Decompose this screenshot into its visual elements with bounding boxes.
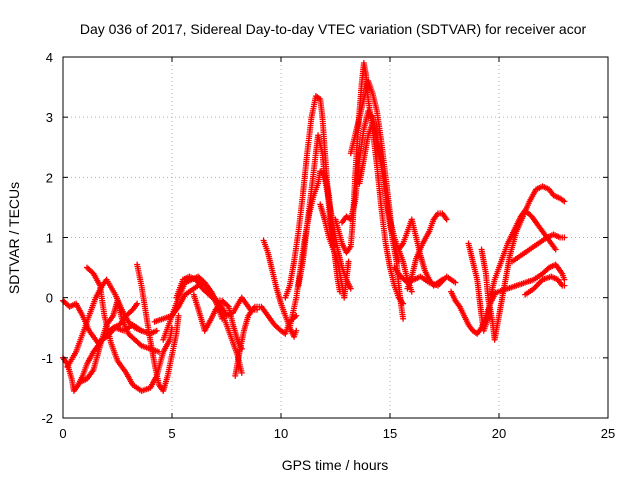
y-tick-label: -1 <box>41 351 53 366</box>
chart-title: Day 036 of 2017, Sidereal Day-to-day VTE… <box>80 21 587 37</box>
data-point <box>293 327 300 334</box>
satellite-track-15 <box>295 132 354 292</box>
data-point <box>238 369 245 376</box>
satellite-track-3 <box>64 276 145 370</box>
data-point <box>138 327 145 334</box>
data-point <box>561 276 568 283</box>
data-point <box>443 216 450 223</box>
y-tick-label: 0 <box>46 291 53 306</box>
satellite-track-23 <box>404 210 450 292</box>
satellite-track-29 <box>522 273 568 298</box>
satellite-track-11 <box>232 303 300 379</box>
y-tick-label: 3 <box>46 110 53 125</box>
data-point <box>137 341 144 348</box>
satellite-track-26 <box>478 183 568 343</box>
satellite-track-6 <box>134 261 182 394</box>
satellite-track-28 <box>509 231 568 265</box>
y-axis-label: SDTVAR / TECUs <box>6 182 22 294</box>
x-tick-label: 20 <box>492 426 506 441</box>
satellite-track-12 <box>260 237 300 340</box>
x-tick-label: 25 <box>601 426 615 441</box>
data-point <box>400 315 407 322</box>
satellite-track-18 <box>339 108 415 295</box>
data-point <box>293 312 300 319</box>
data-point <box>347 285 354 292</box>
y-tick-label: 2 <box>46 170 53 185</box>
satellite-track-20 <box>356 120 402 265</box>
data-point <box>175 312 182 319</box>
data-point <box>134 300 141 307</box>
satellite-track-27 <box>487 261 568 298</box>
x-axis-label: GPS time / hours <box>282 457 389 473</box>
x-tick-label: 15 <box>383 426 397 441</box>
data-point <box>452 279 459 286</box>
data-point <box>408 288 415 295</box>
data-point <box>345 258 352 265</box>
x-tick-label: 5 <box>168 426 175 441</box>
data-point <box>395 258 402 265</box>
data-point <box>153 327 160 334</box>
data-point <box>224 302 231 309</box>
data-point <box>561 282 568 289</box>
y-tick-label: 4 <box>46 50 53 65</box>
satellite-track-5 <box>83 264 175 394</box>
y-tick-label: -2 <box>41 411 53 426</box>
tick-layer: 0 5 10 15 20 25 -2 -1 0 1 2 3 4 <box>41 50 615 441</box>
x-tick-label: 0 <box>59 426 66 441</box>
data-point <box>439 276 446 283</box>
satellite-track-22 <box>395 216 446 289</box>
data-point <box>561 198 568 205</box>
y-tick-label: 1 <box>46 231 53 246</box>
data-point <box>211 296 218 303</box>
x-tick-label: 10 <box>274 426 288 441</box>
satellite-track-16 <box>317 201 352 301</box>
data-layer <box>60 60 568 394</box>
data-point <box>561 234 568 241</box>
data-point <box>552 246 559 253</box>
